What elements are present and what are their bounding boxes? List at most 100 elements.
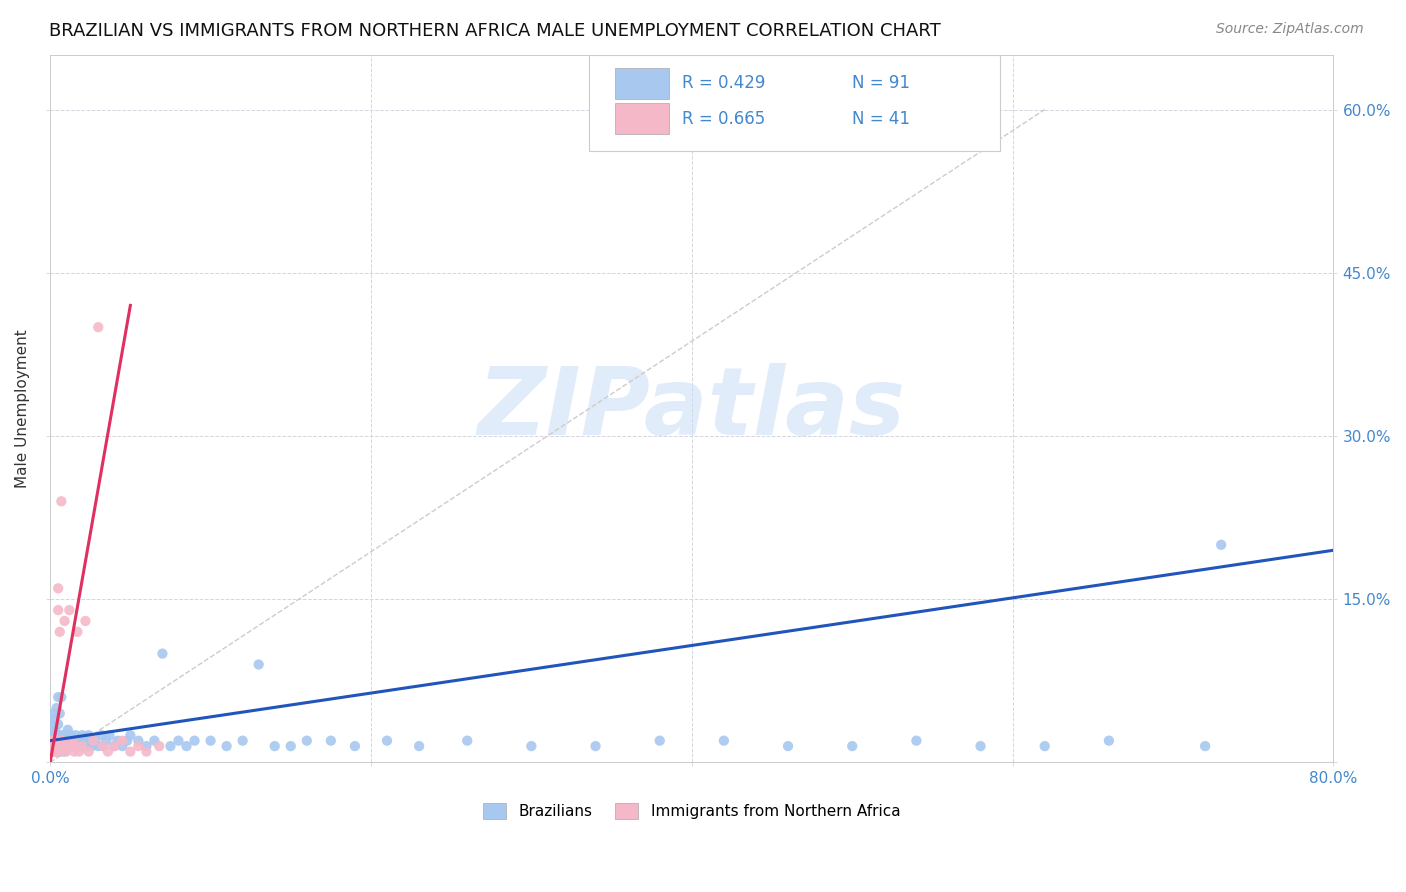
Point [77, 728, 100, 742]
Point [91, 739, 114, 753]
Point [44, 739, 66, 753]
Point [45, 745, 67, 759]
Point [53, 614, 76, 628]
Point [44, 745, 66, 759]
Point [49, 706, 72, 721]
Point [247, 657, 270, 672]
Point [75, 614, 97, 628]
Point [90, 728, 112, 742]
Point [70, 739, 93, 753]
Point [45, 733, 67, 747]
Point [44, 745, 66, 759]
Point [520, 739, 543, 753]
Point [456, 733, 478, 747]
FancyBboxPatch shape [589, 55, 1000, 151]
Point [159, 739, 181, 753]
Point [148, 739, 170, 753]
Point [46, 603, 69, 617]
Point [49, 728, 72, 742]
Point [905, 733, 928, 747]
Point [46, 745, 69, 759]
Point [45, 728, 67, 742]
Point [232, 733, 254, 747]
Point [52, 739, 75, 753]
Point [73, 733, 96, 747]
Point [58, 603, 80, 617]
Point [776, 739, 799, 753]
Point [80, 739, 103, 753]
Point [375, 733, 398, 747]
Point [42, 706, 65, 721]
Point [51, 690, 73, 705]
Point [127, 739, 149, 753]
Point [96, 733, 118, 747]
Point [77, 745, 100, 759]
Point [62, 733, 84, 747]
Text: R = 0.665: R = 0.665 [682, 110, 765, 128]
Point [79, 733, 101, 747]
Point [55, 745, 77, 759]
Point [42, 733, 65, 747]
Point [45, 739, 67, 753]
Point [98, 728, 121, 742]
Point [120, 728, 142, 742]
Point [135, 739, 157, 753]
Point [45, 739, 67, 753]
Point [44, 739, 66, 753]
FancyBboxPatch shape [614, 68, 669, 99]
Point [44, 733, 66, 747]
Point [87, 320, 110, 334]
Point [41, 728, 63, 742]
Point [65, 728, 87, 742]
Point [67, 739, 90, 753]
Point [127, 733, 149, 747]
Point [280, 739, 302, 753]
Point [51, 733, 73, 747]
Point [1098, 733, 1121, 747]
Point [55, 728, 77, 742]
Point [49, 745, 72, 759]
Point [143, 733, 166, 747]
Point [84, 733, 107, 747]
Point [152, 647, 174, 661]
Point [59, 739, 82, 753]
Point [45, 701, 67, 715]
Point [41, 733, 63, 747]
Point [49, 624, 72, 639]
Text: N = 91: N = 91 [852, 74, 910, 93]
Point [56, 733, 79, 747]
Point [46, 690, 69, 705]
Point [44, 712, 66, 726]
Point [45, 745, 67, 759]
Text: N = 41: N = 41 [852, 110, 910, 128]
Point [44, 723, 66, 737]
Point [1033, 739, 1056, 753]
Point [56, 739, 79, 753]
Point [42, 745, 65, 759]
Point [215, 739, 238, 753]
Point [65, 739, 87, 753]
Point [51, 745, 73, 759]
Point [107, 733, 129, 747]
Point [87, 739, 110, 753]
Point [1194, 739, 1216, 753]
Text: R = 0.429: R = 0.429 [682, 74, 765, 93]
Point [648, 733, 671, 747]
Point [97, 745, 120, 759]
Point [969, 739, 991, 753]
Point [62, 733, 84, 747]
Point [46, 733, 69, 747]
Point [63, 745, 86, 759]
Point [53, 745, 76, 759]
Point [56, 723, 79, 737]
Point [51, 733, 73, 747]
Point [52, 728, 75, 742]
Point [55, 739, 77, 753]
Point [103, 739, 125, 753]
Point [200, 733, 222, 747]
Point [67, 745, 90, 759]
Legend: Brazilians, Immigrants from Northern Africa: Brazilians, Immigrants from Northern Afr… [477, 797, 907, 825]
Point [295, 733, 318, 747]
Point [111, 733, 134, 747]
Point [91, 739, 114, 753]
